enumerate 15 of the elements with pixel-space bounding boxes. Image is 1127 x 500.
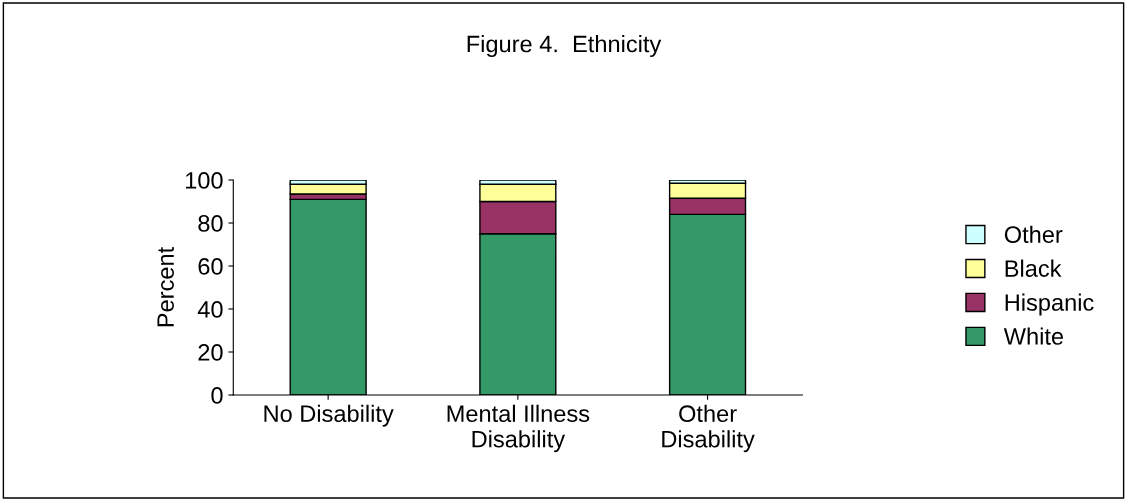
legend-label: Other bbox=[1004, 225, 1063, 243]
y-tick-label: 40 bbox=[197, 301, 223, 318]
chart-title: Figure 4. Ethnicity bbox=[467, 35, 662, 58]
y-tick-label: 0 bbox=[211, 387, 223, 404]
y-axis-title: Percent bbox=[157, 246, 174, 327]
y-tick-label: 20 bbox=[198, 344, 223, 361]
x-tick-label: Mental Illness Disability bbox=[447, 404, 590, 453]
legend-label: Black bbox=[1005, 259, 1062, 277]
y-tick-label: 80 bbox=[198, 215, 223, 232]
x-tick-label: No Disability bbox=[264, 404, 394, 427]
legend-label: Hispanic bbox=[1005, 293, 1094, 316]
legend-label: White bbox=[1003, 327, 1064, 345]
x-tick-label: Other Disability bbox=[662, 404, 755, 453]
y-tick-label: 100 bbox=[185, 172, 223, 189]
y-tick-label: 60 bbox=[198, 258, 223, 275]
